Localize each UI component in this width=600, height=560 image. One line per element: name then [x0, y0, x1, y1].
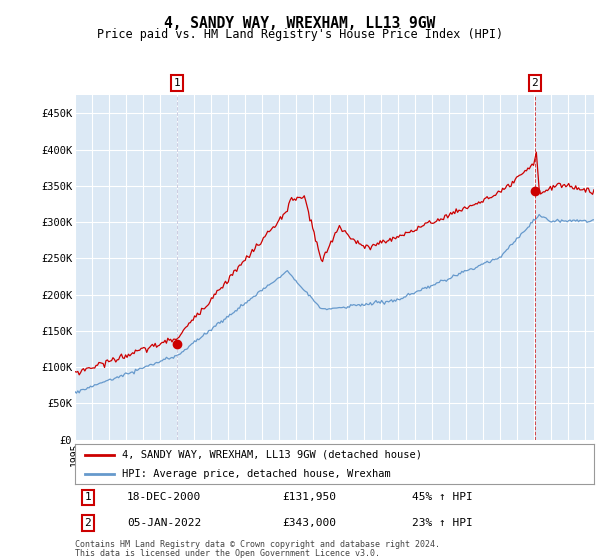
Text: £343,000: £343,000 [283, 518, 337, 528]
Text: 45% ↑ HPI: 45% ↑ HPI [412, 492, 473, 502]
Text: This data is licensed under the Open Government Licence v3.0.: This data is licensed under the Open Gov… [75, 549, 380, 558]
Text: £131,950: £131,950 [283, 492, 337, 502]
Text: 18-DEC-2000: 18-DEC-2000 [127, 492, 201, 502]
Text: 2: 2 [532, 78, 538, 88]
Text: 1: 1 [85, 492, 91, 502]
Text: 4, SANDY WAY, WREXHAM, LL13 9GW (detached house): 4, SANDY WAY, WREXHAM, LL13 9GW (detache… [122, 450, 422, 460]
Text: 2: 2 [85, 518, 91, 528]
Text: 4, SANDY WAY, WREXHAM, LL13 9GW: 4, SANDY WAY, WREXHAM, LL13 9GW [164, 16, 436, 31]
Text: 05-JAN-2022: 05-JAN-2022 [127, 518, 201, 528]
Text: Contains HM Land Registry data © Crown copyright and database right 2024.: Contains HM Land Registry data © Crown c… [75, 540, 440, 549]
Text: 23% ↑ HPI: 23% ↑ HPI [412, 518, 473, 528]
Text: HPI: Average price, detached house, Wrexham: HPI: Average price, detached house, Wrex… [122, 469, 391, 479]
Text: Price paid vs. HM Land Registry's House Price Index (HPI): Price paid vs. HM Land Registry's House … [97, 28, 503, 41]
Text: 1: 1 [174, 78, 181, 88]
